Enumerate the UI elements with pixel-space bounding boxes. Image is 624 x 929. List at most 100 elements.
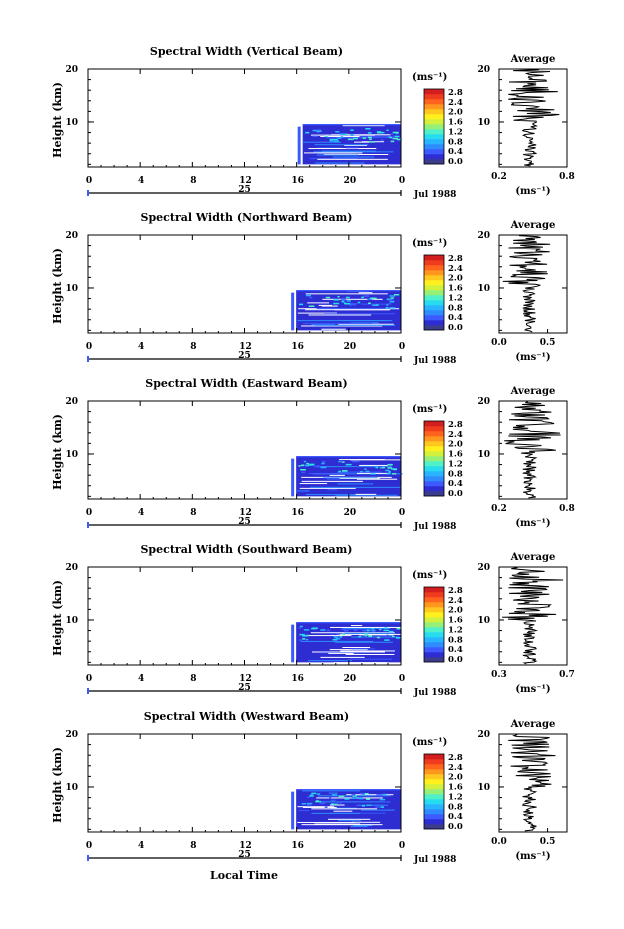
average-x-label: (ms⁻¹)	[515, 518, 550, 529]
date-label: Jul 1988	[413, 688, 456, 698]
x-tick-label: 0	[86, 508, 92, 518]
heatmap-speck	[359, 470, 363, 473]
heatmap-speck	[300, 469, 306, 471]
heatmap-speck	[344, 798, 350, 800]
colorbar: 2.82.42.01.61.20.80.40.0	[423, 753, 463, 832]
heatmap-data	[291, 290, 401, 331]
heatmap-streak	[310, 486, 401, 488]
heatmap-speck	[387, 467, 393, 469]
heatmap-speck	[340, 299, 347, 301]
heatmap-speck	[384, 627, 388, 629]
heatmap-edge	[291, 624, 295, 663]
heatmap-speck	[305, 294, 312, 297]
heatmap-streak	[323, 153, 389, 155]
heatmap-speck	[378, 628, 382, 631]
colorbar: 2.82.42.01.61.20.80.40.0	[423, 586, 463, 665]
colorbar-tick-label: 2.4	[448, 763, 463, 773]
colorbar-swatch	[424, 325, 444, 331]
heatmap-streak	[338, 323, 394, 325]
colorbar-swatch	[424, 799, 444, 805]
heatmap-speck	[358, 797, 364, 800]
average-y-tick-label: 20	[477, 65, 490, 75]
heatmap-speck	[334, 138, 339, 141]
heatmap-speck	[320, 466, 327, 469]
colorbar-tick-label: 1.2	[448, 293, 463, 303]
heatmap-streak	[301, 480, 363, 482]
heatmap-streak	[303, 322, 373, 324]
heatmap-streak	[307, 660, 352, 662]
heatmap-streak	[342, 125, 385, 127]
average-x-tick-label: 0.5	[540, 837, 556, 847]
heatmap-streak	[321, 328, 346, 330]
x-tick-label: 4	[138, 674, 144, 684]
colorbar-swatch	[424, 779, 444, 785]
heatmap-streak	[316, 797, 383, 799]
heatmap-streak	[345, 303, 359, 305]
heatmap-speck	[370, 473, 376, 475]
date-label: Jul 1988	[413, 356, 456, 366]
heatmap-speck	[312, 135, 318, 137]
heatmap-speck	[390, 297, 395, 299]
colorbar-tick-label: 0.0	[448, 822, 463, 832]
heatmap-speck	[299, 633, 305, 636]
heatmap-streak	[335, 494, 398, 496]
x-tick-label: 8	[190, 674, 196, 684]
average-panel: Average 20 10 0.0 0.5 (ms⁻¹)	[477, 719, 568, 862]
x-tick-label: 8	[190, 342, 196, 352]
heatmap-speck	[331, 803, 334, 805]
heatmap-streak	[320, 652, 365, 654]
colorbar-tick-label: 1.6	[448, 284, 463, 294]
colorbar-swatch	[424, 119, 444, 125]
heatmap-streak	[361, 303, 389, 305]
colorbar-tick-label: 1.2	[448, 459, 463, 469]
x-tick-label: 0	[86, 841, 92, 851]
colorbar-swatch	[424, 587, 444, 593]
y-tick-label: 10	[65, 284, 78, 294]
x-tick-label: 8	[190, 841, 196, 851]
heatmap-speck	[353, 460, 360, 463]
heatmap-speck	[335, 638, 341, 640]
heatmap-streak	[310, 632, 395, 634]
heatmap-streak	[345, 156, 368, 158]
y-tick-label: 10	[65, 118, 78, 128]
heatmap-streak	[311, 808, 378, 810]
average-title: Average	[510, 220, 556, 231]
colorbar-swatch	[424, 300, 444, 306]
heatmap-streak	[356, 478, 398, 480]
colorbar-swatch	[424, 471, 444, 477]
heatmap-speck	[380, 806, 385, 808]
average-title: Average	[510, 386, 556, 397]
heatmap-speck	[342, 633, 346, 636]
average-panel: Average 20 10 0.3 0.7 (ms⁻¹)	[477, 552, 574, 695]
colorbar-frame	[423, 586, 445, 663]
heatmap-speck	[388, 630, 394, 633]
colorbar-tick-label: 0.8	[448, 635, 463, 645]
colorbar-tick-label: 0.4	[448, 147, 463, 157]
average-frame	[498, 68, 568, 168]
heatmap-speck	[379, 798, 386, 801]
heatmap-streak	[344, 144, 368, 146]
date-label: Jul 1988	[413, 190, 456, 200]
heatmap-speck	[301, 464, 305, 467]
heatmap-speck	[307, 796, 310, 798]
heatmap-speck	[302, 638, 306, 640]
heatmap-speck	[393, 468, 397, 471]
colorbar-swatch	[424, 280, 444, 286]
colorbar-swatch	[424, 602, 444, 608]
colorbar-tick-label: 2.0	[448, 606, 463, 616]
average-x-tick-label: 0.2	[491, 504, 507, 514]
heatmap-speck	[357, 301, 361, 304]
heatmap-speck	[299, 625, 303, 628]
heatmap-speck	[305, 131, 310, 134]
heatmap-streak	[331, 134, 391, 136]
heatmap-speck	[303, 629, 310, 631]
average-x-tick-label: 0.8	[559, 172, 575, 182]
x-tick-label: 0	[399, 674, 405, 684]
heatmap-streak	[316, 801, 386, 803]
colorbar-swatch	[424, 149, 444, 155]
colorbar-tick-label: 0.4	[448, 812, 463, 822]
y-tick-label: 10	[65, 783, 78, 793]
x-tick-label: 12	[239, 176, 252, 186]
heatmap-speck	[314, 465, 320, 468]
colorbar-swatch	[424, 622, 444, 628]
